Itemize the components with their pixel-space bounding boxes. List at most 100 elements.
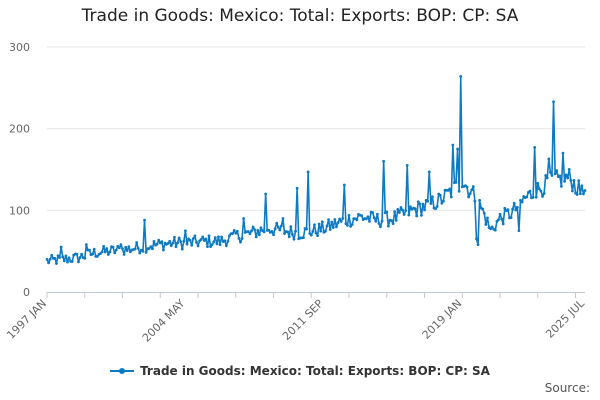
data-point [111, 245, 115, 249]
data-point [440, 201, 444, 205]
data-point [394, 218, 398, 222]
data-point [486, 216, 489, 220]
data-point [515, 205, 519, 209]
data-point [78, 256, 82, 259]
data-point [45, 257, 49, 261]
data-point [239, 240, 242, 244]
data-point [350, 223, 354, 226]
data-point [173, 235, 176, 239]
x-tick-label: 2011 SEP [280, 297, 326, 343]
data-point [509, 216, 513, 220]
data-point [553, 172, 557, 176]
data-point [223, 239, 227, 243]
data-point [583, 189, 587, 192]
data-point [325, 224, 329, 228]
data-point [77, 260, 80, 264]
data-point [135, 241, 139, 244]
data-point [339, 220, 343, 223]
data-point [168, 239, 172, 243]
data-point [67, 256, 71, 260]
data-point [114, 248, 118, 252]
data-point [459, 75, 463, 78]
data-point [103, 250, 107, 254]
data-point [169, 244, 173, 248]
data-point [184, 229, 187, 233]
data-point [368, 219, 371, 223]
data-point [50, 253, 54, 257]
data-point [380, 219, 384, 223]
data-point [185, 242, 189, 246]
data-point [292, 237, 296, 241]
data-point [231, 232, 235, 235]
data-point [542, 192, 546, 195]
data-point [195, 240, 198, 244]
data-point [75, 252, 79, 256]
data-point [262, 230, 266, 234]
data-point [91, 252, 95, 256]
series-line [46, 75, 586, 265]
data-point [201, 235, 205, 239]
data-point [423, 208, 426, 212]
data-point [493, 228, 497, 232]
data-point [84, 243, 88, 247]
data-point [473, 199, 477, 203]
data-point [155, 242, 159, 246]
data-point [206, 245, 209, 249]
data-point [327, 218, 330, 222]
data-point [212, 240, 216, 244]
data-point [141, 249, 145, 253]
data-point [545, 176, 549, 180]
data-point [451, 143, 455, 147]
data-point [66, 260, 69, 264]
data-point [454, 181, 458, 184]
data-point [386, 224, 390, 228]
data-point [272, 233, 275, 237]
data-point [484, 223, 488, 226]
data-point [382, 159, 386, 163]
x-tick-label: 1997 JAN [4, 297, 49, 342]
data-point [47, 261, 50, 265]
data-point [204, 237, 208, 241]
data-point [416, 200, 420, 204]
data-point [497, 218, 500, 222]
data-point [125, 249, 129, 252]
data-point [498, 212, 502, 216]
data-point [336, 221, 340, 225]
data-point [569, 179, 573, 182]
data-point [311, 230, 315, 233]
data-point [294, 229, 297, 233]
data-point [429, 202, 433, 205]
data-point [582, 192, 585, 196]
data-point [151, 247, 154, 251]
data-point [250, 229, 253, 233]
data-point [314, 231, 318, 235]
data-point [182, 239, 186, 243]
data-point [534, 195, 538, 199]
data-point [468, 192, 472, 196]
data-point [108, 250, 112, 254]
data-point [48, 257, 52, 261]
data-point [475, 237, 478, 241]
data-point [431, 195, 434, 199]
data-point [577, 179, 581, 183]
data-point [385, 210, 389, 214]
data-point [309, 233, 313, 237]
data-point [408, 205, 412, 209]
data-point [555, 169, 559, 172]
data-point [426, 199, 430, 203]
data-point [346, 223, 349, 227]
legend[interactable]: Trade in Goods: Mexico: Total: Exports: … [0, 364, 600, 378]
data-point [338, 217, 341, 221]
data-point [251, 225, 255, 229]
data-point [512, 201, 516, 205]
data-point [160, 240, 164, 244]
data-point [152, 239, 156, 243]
source-label: Source: [544, 381, 590, 395]
data-point [421, 202, 425, 206]
data-point [106, 253, 110, 256]
legend-series-icon [110, 366, 135, 376]
data-point [278, 228, 282, 232]
data-point [476, 243, 480, 247]
data-point [207, 234, 211, 238]
